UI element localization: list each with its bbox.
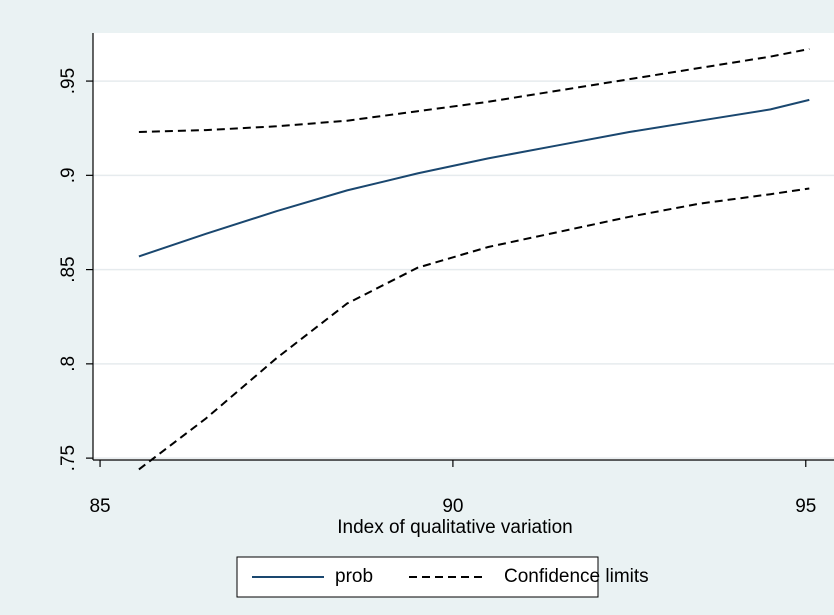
x-axis-label: Index of qualitative variation	[337, 517, 573, 538]
series-line	[138, 187, 810, 471]
y-tick-label: .75	[58, 445, 79, 471]
x-tick-label: 95	[795, 496, 816, 517]
y-tick-label: .85	[58, 256, 79, 282]
series-line	[138, 48, 810, 133]
legend-label: Confidence limits	[504, 566, 649, 587]
y-tick-label: .9	[58, 167, 79, 183]
y-tick-label: .8	[58, 356, 79, 372]
x-tick-label: 90	[442, 496, 463, 517]
series-line	[138, 98, 810, 258]
x-tick-label: 85	[89, 496, 110, 517]
legend-label: prob	[335, 566, 373, 587]
plot-area	[93, 33, 834, 460]
y-tick-label: .95	[58, 68, 79, 94]
